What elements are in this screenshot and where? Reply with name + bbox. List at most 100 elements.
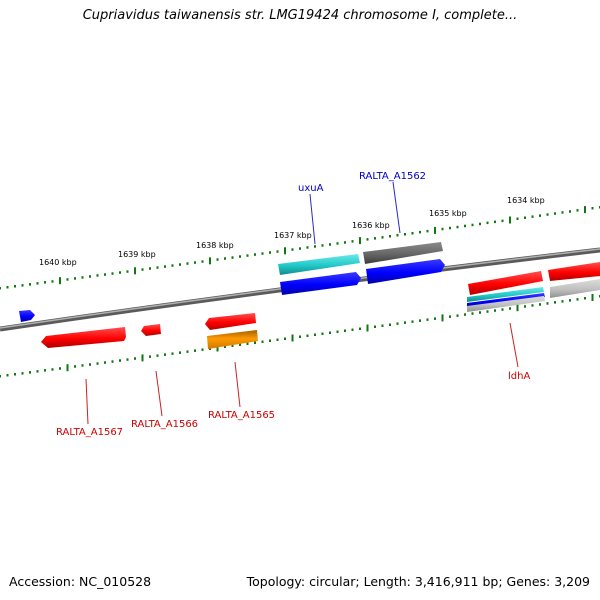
ruler-minor-tick [269,251,271,254]
light-gray-feature[interactable] [550,279,600,298]
ruler-minor-tick [291,248,294,251]
ruler-inner [0,294,600,378]
ruler-major-tick [209,257,211,265]
ruler-major-tick [434,226,436,234]
ruler-minor-tick [396,234,399,237]
light-gray-feature[interactable] [467,296,545,312]
ruler-minor-tick [524,216,526,219]
gene-uxuA-feature[interactable] [278,254,360,275]
ruler-minor-tick [471,312,474,315]
ruler-minor-tick [194,261,196,264]
gene-ldha-feature[interactable] [468,271,543,295]
gene-ralta-a1565-feature[interactable] [205,313,256,330]
ruler-minor-tick [14,373,16,376]
ruler-minor-tick [501,219,504,223]
ruler-major-tick [441,314,444,322]
ruler-minor-tick [14,285,16,288]
gene-ralta-a1566-feature[interactable] [141,324,161,336]
ruler-minor-tick [366,238,369,241]
scale-label: 1640 kbp [39,258,77,267]
ruler-minor-tick [81,276,84,279]
ruler-minor-tick [149,267,151,270]
ruler-minor-tick [111,360,114,363]
ruler-minor-tick [321,332,324,335]
ruler-minor-tick [449,315,451,318]
ruler-minor-tick [494,309,496,312]
ruler-minor-tick [404,233,406,236]
ruler-minor-tick [224,345,226,348]
orange-feature[interactable] [207,330,258,349]
reverse-cds-feature[interactable] [366,259,445,284]
ruler-minor-tick [336,242,339,245]
ruler-minor-tick [36,282,39,285]
gene-label-ldha[interactable]: ldhA [508,371,530,382]
ruler-minor-tick [89,363,91,366]
ruler-minor-tick [21,284,24,287]
ruler-minor-tick [36,370,39,373]
ruler-minor-tick [299,335,301,338]
gene-label-connector [155,370,163,417]
ruler-minor-tick [201,348,204,351]
ruler-minor-tick [284,337,286,340]
ruler-minor-tick [329,331,331,334]
ruler-minor-tick [554,301,556,304]
ruler-minor-tick [216,258,219,261]
teal-feature[interactable] [467,287,544,302]
gene-label-uxuA[interactable]: uxuA [298,183,324,194]
ruler-minor-tick [156,354,159,357]
gene-label-connector [392,181,401,234]
reverse-cds-feature[interactable] [19,310,35,322]
gene-label-ralta-a1562[interactable]: RALTA_A1562 [359,171,426,182]
ruler-minor-tick [531,304,534,307]
gene-ralta-a1567-feature[interactable] [41,327,126,348]
ruler-minor-tick [456,225,459,229]
ruler-major-tick [359,237,361,245]
scale-label: 1635 kbp [429,209,467,218]
ruler-minor-tick [509,307,511,310]
ruler-minor-tick [351,328,354,331]
ruler-minor-tick [396,322,399,325]
ruler-minor-tick [6,286,9,289]
ruler-minor-tick [186,262,189,265]
ruler-minor-tick [516,217,519,220]
reverse-cds-feature[interactable] [280,272,361,295]
ruler-major-tick [134,267,136,275]
scale-label: 1638 kbp [196,241,234,250]
ruler-minor-tick [569,299,571,302]
scale-label: 1634 kbp [507,196,545,205]
forward-cds-feature[interactable] [548,262,600,281]
ruler-major-tick [66,364,69,372]
ruler-minor-tick [321,244,324,247]
gene-label-ralta-a1567[interactable]: RALTA_A1567 [56,427,123,438]
ruler-minor-tick [209,347,211,350]
ruler-minor-tick [426,229,429,233]
ruler-minor-tick [344,329,346,332]
ruler-major-tick [59,277,61,285]
map-title: Cupriavidus taiwanensis str. LMG19424 ch… [82,8,518,23]
ruler-minor-tick [156,266,159,269]
ruler-minor-tick [419,230,421,234]
gene-label-connector [234,361,241,408]
gene-label-ralta-a1565[interactable]: RALTA_A1565 [208,410,275,421]
ruler-minor-tick [126,270,129,273]
ruler-minor-tick [201,260,204,263]
gene-label-ralta-a1566[interactable]: RALTA_A1566 [131,419,198,430]
ruler-minor-tick [576,209,579,212]
ruler-minor-tick [51,280,54,283]
ruler-major-tick [141,354,144,362]
ruler-minor-tick [486,310,489,313]
ruler-minor-tick [104,273,106,276]
ruler-minor-tick [276,250,279,253]
ruler-minor-tick [314,333,316,336]
ruler-minor-tick [591,207,594,210]
gene-ralta-a1562-feature[interactable] [363,242,443,264]
ruler-minor-tick [96,274,99,277]
ruler-major-tick [516,304,519,312]
ruler-minor-tick [456,314,459,317]
ruler-minor-tick [494,220,496,224]
ruler-minor-tick [171,352,174,355]
ruler-minor-tick [419,319,421,322]
ruler-minor-tick [306,334,309,337]
ruler-minor-tick [141,268,144,271]
